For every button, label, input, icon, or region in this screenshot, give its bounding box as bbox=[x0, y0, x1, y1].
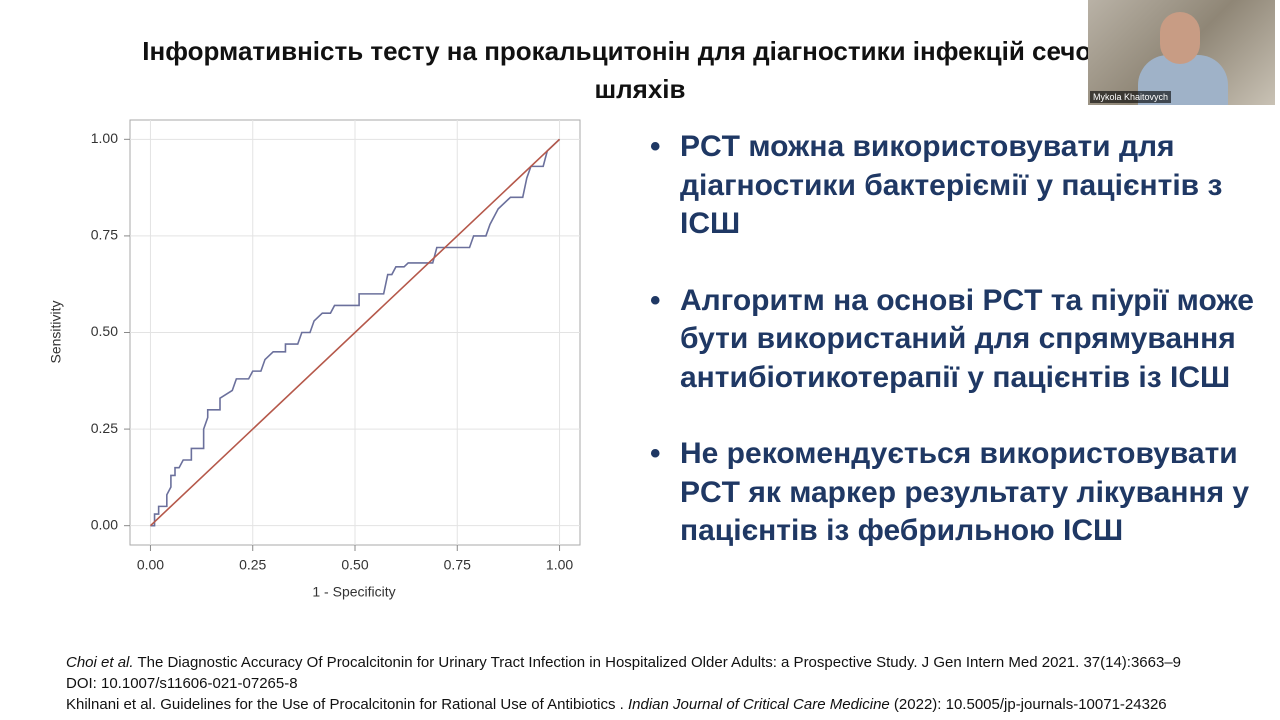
slide-title: Інформативність тесту на прокальцитонін … bbox=[142, 36, 1138, 104]
reference-text: Khilnani et al. Guidelines for the Use o… bbox=[66, 696, 628, 713]
y-axis-label: Sensitivity bbox=[48, 300, 64, 363]
reference: Khilnani et al. Guidelines for the Use o… bbox=[66, 694, 1216, 715]
reference: Choi et al. The Diagnostic Accuracy Of P… bbox=[66, 652, 1216, 694]
bullet: Не рекомендується використовувати PCT як… bbox=[650, 435, 1270, 551]
reference-text: Choi et al. bbox=[66, 654, 134, 671]
x-tick-label: 0.50 bbox=[341, 557, 368, 573]
y-tick-label: 0.25 bbox=[91, 420, 118, 436]
series-line bbox=[149, 138, 561, 527]
x-tick-label: 0.75 bbox=[444, 557, 471, 573]
bullet-list: PCT можна використовувати для діагностик… bbox=[650, 128, 1270, 589]
reference-text: The Diagnostic Accuracy Of Procalcitonin… bbox=[66, 654, 1182, 692]
y-tick-label: 1.00 bbox=[91, 130, 118, 146]
y-tick-label: 0.50 bbox=[91, 323, 118, 339]
participant-name: Mykola Khaitovych bbox=[1090, 91, 1172, 103]
bullet: PCT можна використовувати для діагностик… bbox=[650, 128, 1270, 244]
bullet: Алгоритм на основі PCT та піурії може бу… bbox=[650, 282, 1270, 398]
x-tick-label: 0.00 bbox=[137, 557, 164, 573]
x-tick-label: 0.25 bbox=[239, 557, 266, 573]
x-tick-label: 1.00 bbox=[546, 557, 573, 573]
y-tick-label: 0.75 bbox=[91, 227, 118, 243]
person bbox=[1160, 12, 1200, 64]
roc-chart: 1 - Specificity Sensitivity 0.00 0.25 0.50… bbox=[48, 119, 581, 600]
references: Choi et al. The Diagnostic Accuracy Of P… bbox=[66, 652, 1216, 715]
y-tick-label: 0.00 bbox=[91, 516, 118, 532]
series-line bbox=[150, 138, 561, 527]
reference-text: Indian Journal of Critical Care Medicine bbox=[627, 696, 890, 713]
x-axis-label: 1 - Specificity bbox=[312, 584, 395, 600]
video-thumbnail: Mykola Khaitovych bbox=[1088, 0, 1275, 105]
reference-text: (2022): 10.5005/jp-journals-10071-24326 bbox=[889, 696, 1167, 713]
